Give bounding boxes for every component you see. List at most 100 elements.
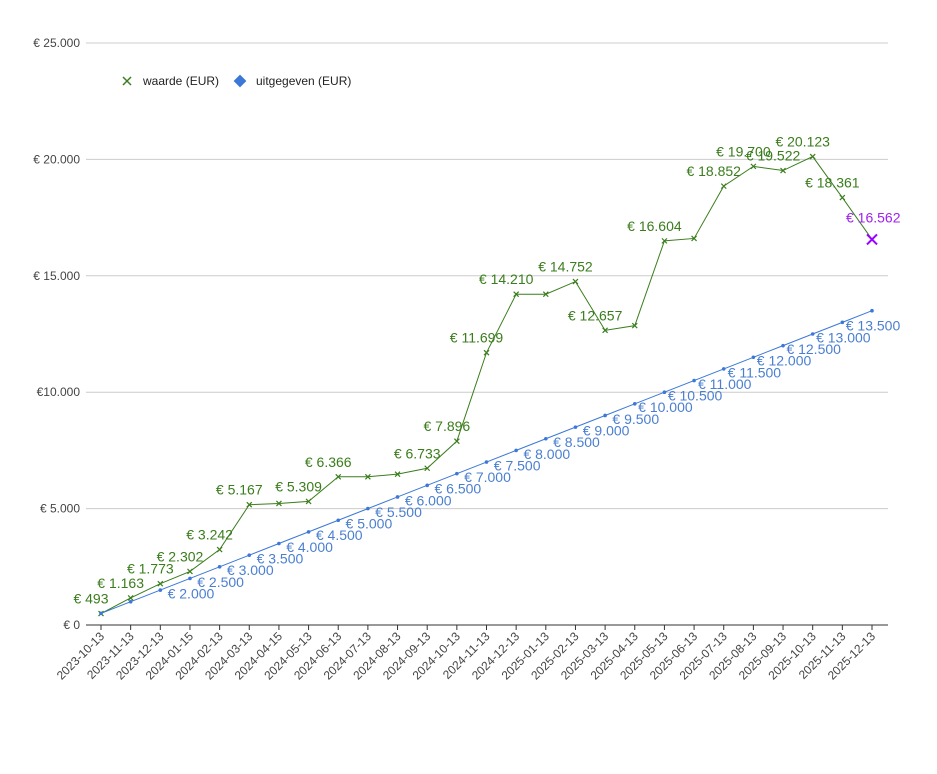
y-tick-label: € 25.000	[33, 36, 80, 50]
data-label-waarde: € 2.302	[157, 548, 204, 564]
data-label-uitgegeven: € 6.000	[405, 492, 452, 508]
legend: waarde (EUR) uitgegeven (EUR)	[122, 74, 351, 88]
data-point	[305, 498, 312, 505]
legend-item: uitgegeven (EUR)	[233, 74, 351, 88]
data-point	[572, 278, 579, 285]
data-point	[573, 425, 578, 429]
data-point	[158, 588, 163, 592]
data-label-uitgegeven: € 11.500	[728, 364, 782, 380]
data-label-uitgegeven: € 12.000	[757, 353, 812, 369]
data-point	[542, 291, 549, 298]
y-axis: € 0 € 5.000 €10.000 € 15.000 € 20.000 € 25.00…	[33, 36, 80, 632]
y-tick-label: € 0	[63, 618, 80, 632]
data-point	[692, 378, 696, 383]
data-point	[720, 183, 727, 190]
data-point	[127, 595, 134, 601]
data-label-waarde: € 1.773	[127, 561, 174, 577]
data-point	[514, 448, 518, 453]
data-point	[870, 308, 874, 313]
data-label-uitgegeven: € 10.500	[668, 388, 723, 404]
gridlines	[86, 42, 888, 626]
data-label-uitgegeven: € 6.500	[434, 481, 481, 497]
data-point	[781, 343, 785, 348]
data-point	[810, 332, 815, 336]
legend-label: uitgegeven (EUR)	[256, 74, 351, 88]
data-label-waarde: € 18.361	[805, 175, 860, 191]
data-label-uitgegeven: € 3.500	[257, 551, 304, 567]
data-point	[603, 413, 607, 418]
data-label-uitgegeven: € 12.500	[786, 341, 841, 357]
legend-item: waarde (EUR)	[122, 74, 219, 88]
data-label-waarde: € 14.752	[538, 259, 593, 275]
data-point	[188, 576, 192, 581]
data-point	[394, 471, 401, 478]
data-point	[128, 599, 133, 604]
data-point	[662, 390, 667, 395]
data-point	[395, 495, 400, 499]
data-point	[513, 291, 520, 298]
highlight-point	[866, 233, 878, 246]
data-point	[187, 568, 193, 575]
data-point	[691, 235, 698, 242]
data-label-waarde: € 6.733	[394, 445, 441, 461]
data-label-uitgegeven: € 2.000	[168, 585, 215, 601]
data-point	[751, 355, 756, 360]
data-point	[364, 473, 371, 480]
diamond-marker-icon	[233, 74, 247, 88]
data-label-uitgegeven: € 2.500	[197, 574, 244, 590]
data-label-uitgegeven: € 10.000	[638, 399, 693, 415]
data-label-waarde: € 493	[73, 591, 108, 607]
data-label-waarde: € 19.700	[716, 143, 771, 159]
data-point	[306, 530, 311, 534]
data-label-uitgegeven: € 8.000	[523, 446, 570, 462]
data-label-waarde: € 19.522	[746, 148, 801, 164]
data-label-waarde: € 5.309	[275, 478, 322, 494]
data-point	[275, 500, 282, 507]
data-label-uitgegeven: € 11.000	[698, 376, 752, 392]
data-label-uitgegeven: € 5.000	[346, 516, 393, 532]
data-point	[424, 465, 431, 472]
data-label-uitgegeven: € 13.000	[816, 329, 871, 345]
data-point	[484, 460, 489, 464]
data-label-uitgegeven: € 8.500	[553, 434, 600, 450]
data-label-waarde: € 5.167	[216, 482, 263, 498]
data-label-waarde: € 6.366	[305, 454, 352, 470]
data-point	[780, 167, 786, 174]
data-label-uitgegeven: € 5.500	[375, 504, 422, 520]
data-label-waarde: € 12.657	[568, 307, 623, 323]
data-label-waarde: € 11.699	[450, 330, 504, 346]
x-marker-icon	[122, 76, 132, 86]
data-point	[366, 506, 370, 511]
data-point	[455, 471, 459, 476]
data-point	[632, 402, 637, 406]
y-tick-label: € 5.000	[40, 502, 80, 516]
data-point	[157, 580, 164, 587]
y-tick-label: € 15.000	[33, 269, 80, 283]
series-line-waarde	[100, 155, 873, 614]
data-point	[661, 237, 668, 244]
data-point	[425, 483, 429, 488]
y-tick-label: €10.000	[37, 385, 81, 399]
data-label-waarde: € 16.604	[627, 218, 682, 234]
series-lines	[98, 153, 878, 617]
data-point	[809, 153, 816, 160]
data-point	[335, 473, 342, 480]
data-label-uitgegeven: € 4.000	[286, 539, 333, 555]
data-label-waarde: € 3.242	[186, 527, 233, 543]
data-point	[453, 438, 460, 445]
legend-label: waarde (EUR)	[142, 74, 219, 88]
data-point	[483, 349, 490, 356]
data-point	[336, 518, 341, 523]
data-point	[602, 327, 609, 334]
data-point	[631, 322, 638, 329]
data-point	[246, 501, 253, 508]
data-label-uitgegeven: € 3.000	[227, 562, 274, 578]
data-label-waarde: € 16.562	[846, 209, 901, 225]
data-labels: € 493€ 1.163€ 1.773€ 2.302 € 3.242 € 5.167…	[73, 134, 900, 607]
data-label-uitgegeven: € 7.000	[464, 469, 511, 485]
data-label-uitgegeven: € 4.500	[316, 527, 363, 543]
data-label-uitgegeven: € 13.500	[846, 318, 901, 334]
data-point	[216, 546, 223, 553]
data-point	[247, 553, 252, 557]
data-point	[840, 320, 845, 325]
